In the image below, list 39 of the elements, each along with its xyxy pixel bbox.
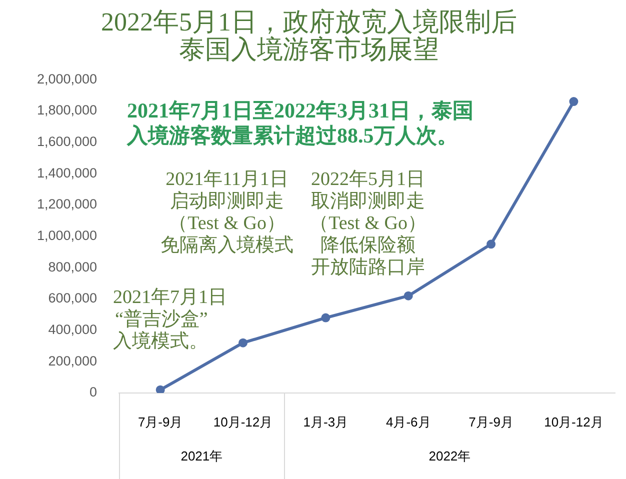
y-tick-label: 600,000 (48, 290, 97, 306)
point (321, 313, 330, 322)
point (156, 385, 165, 393)
point (238, 338, 248, 348)
y-tick-label: 800,000 (48, 259, 97, 274)
text: 2022年 (428, 448, 471, 464)
y-tick-label: 2,000,000 (36, 71, 97, 86)
y-tick-label: 200,000 (48, 353, 97, 368)
y-tick-label: 0 (89, 384, 97, 400)
x-tick-label: 10月-12月 (544, 414, 604, 430)
point (404, 291, 413, 300)
annotation: 2022年5月1日 (311, 168, 425, 190)
x-tick-label: 7月-9月 (468, 414, 514, 430)
annotation: 免隔离入境模式 (160, 234, 294, 256)
y-tick-label: 1,000,000 (36, 228, 97, 244)
annotation: 取消即测即走 (311, 190, 425, 212)
y-tick-label: 1,200,000 (36, 196, 97, 212)
text: 2021年 (180, 448, 223, 464)
annotation: 2021年7月1日至2022年3月31日，泰国入境游客数量累计超过88.5万人次。 (126, 98, 474, 148)
annotation: 入境模式。 (113, 330, 208, 352)
x-tick-label: 4月-6月 (386, 414, 431, 430)
annotation: （Test & Go） (310, 212, 426, 234)
x-tick-label: 7月-9月 (138, 414, 183, 430)
annotation: 启动即测即走 (170, 190, 284, 212)
x-tick-label: 10月-12月 (213, 414, 273, 430)
annotation: “普吉沙盒” (115, 308, 208, 330)
x-tick-label: 1月-3月 (303, 414, 348, 430)
annotation: 开放陆路口岸 (311, 256, 425, 278)
y-tick-label: 400,000 (48, 322, 97, 338)
y-tick-label: 1,800,000 (36, 102, 97, 118)
annotation: （Test & Go） (168, 212, 286, 234)
point (569, 97, 578, 106)
y-tick-label: 1,600,000 (36, 134, 97, 149)
annotation: 2021年7月1日 (113, 286, 227, 308)
annotation: 降低保险额 (320, 234, 416, 256)
chart-title: 2022年5月1日，政府放宽入境限制后泰国入境游客市场展望 (101, 7, 517, 64)
y-tick-label: 1,400,000 (36, 165, 97, 180)
point (486, 240, 496, 249)
annotation: 2021年11月1日 (166, 168, 288, 190)
